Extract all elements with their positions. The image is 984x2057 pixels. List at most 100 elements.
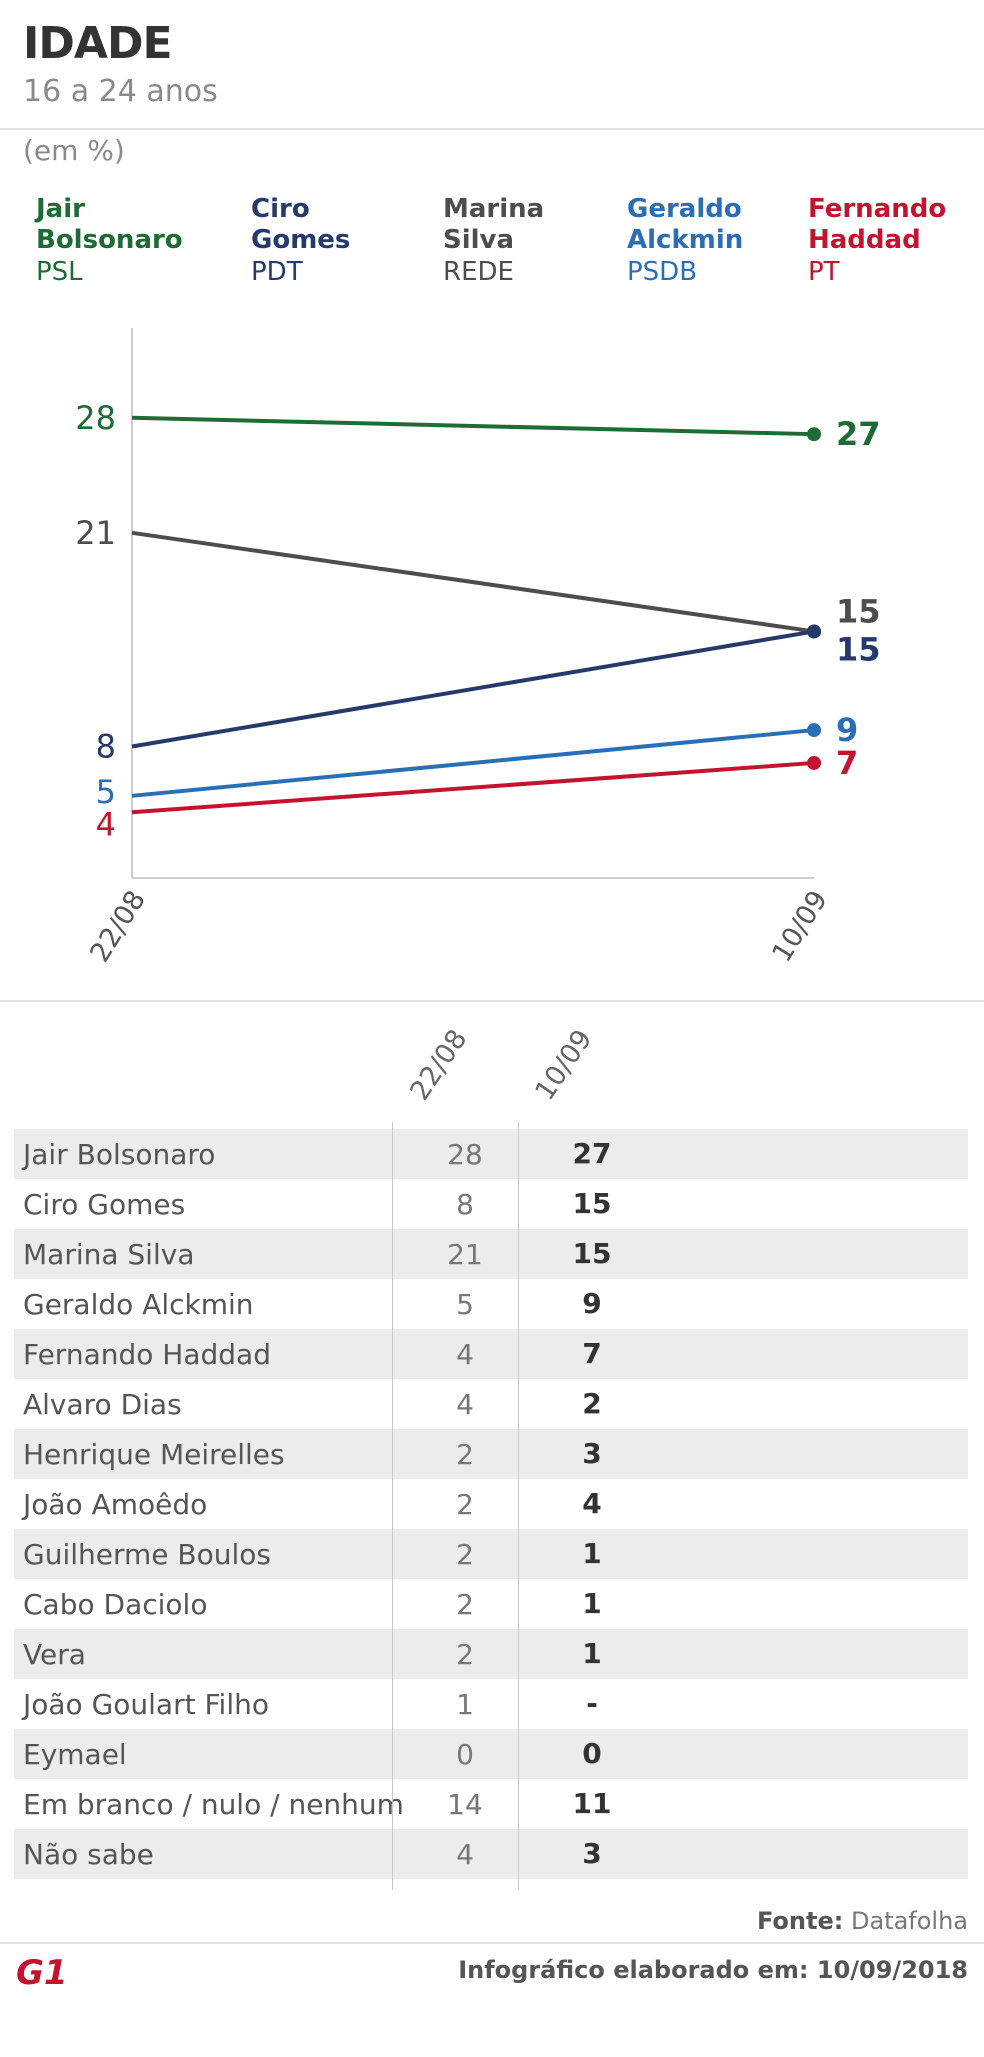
table-header-date-1: 22/08 (404, 1024, 474, 1106)
data-point (807, 723, 821, 738)
unit-label: (em %) (23, 134, 125, 167)
table-row: João Amoêdo 2 4 (14, 1479, 968, 1529)
legend-item: Marina Silva REDE (443, 194, 633, 288)
value-2208-cell: 14 (447, 1788, 483, 1821)
end-value-label: 15 (836, 592, 881, 630)
table-row: Eymael 0 0 (14, 1729, 968, 1779)
value-1009-cell: 1 (582, 1587, 602, 1620)
start-value-label: 4 (96, 805, 116, 843)
end-value-label: 27 (836, 415, 881, 453)
candidate-name-cell: Em branco / nulo / nenhum (23, 1788, 404, 1821)
table-row: Fernando Haddad 4 7 (14, 1329, 968, 1379)
value-2208-cell: 2 (456, 1538, 474, 1571)
value-1009-cell: - (586, 1687, 598, 1720)
legend-item: Jair Bolsonaro PSL (36, 194, 226, 288)
table-row: Vera 2 1 (14, 1629, 968, 1679)
candidate-name-cell: Ciro Gomes (23, 1188, 186, 1221)
candidate-name-cell: Guilherme Boulos (23, 1538, 271, 1571)
value-2208-cell: 0 (456, 1738, 474, 1771)
data-point (807, 755, 821, 770)
legend-item: Geraldo Alckmin PSDB (627, 194, 817, 288)
value-2208-cell: 2 (456, 1488, 474, 1521)
value-1009-cell: 1 (582, 1537, 602, 1570)
end-value-label: 7 (836, 744, 858, 782)
candidate-name-cell: Não sabe (23, 1838, 154, 1871)
value-2208-cell: 2 (456, 1588, 474, 1621)
table-row: Em branco / nulo / nenhum 14 11 (14, 1779, 968, 1829)
source-note: Fonte: Datafolha (757, 1907, 968, 1935)
start-value-label: 28 (75, 399, 116, 437)
value-1009-cell: 1 (582, 1637, 602, 1670)
value-1009-cell: 7 (582, 1337, 602, 1370)
candidate-name-cell: Alvaro Dias (23, 1388, 182, 1421)
table-row: Geraldo Alckmin 5 9 (14, 1279, 968, 1329)
page-title: IDADE (23, 18, 173, 69)
divider (0, 128, 984, 130)
data-point (807, 427, 821, 442)
value-2208-cell: 28 (447, 1138, 483, 1171)
series-line (131, 530, 815, 634)
line-chart: 28 27 21 15 8 15 5 9 4 7 22/08 10/09 (75, 328, 881, 968)
value-2208-cell: 5 (456, 1288, 474, 1321)
value-2208-cell: 4 (456, 1838, 474, 1871)
table-row: Ciro Gomes 8 15 (14, 1179, 968, 1229)
end-value-label: 15 (836, 630, 881, 668)
legend-candidate-name: Geraldo Alckmin (627, 194, 744, 255)
table-row: Guilherme Boulos 2 1 (14, 1529, 968, 1579)
legend-candidate-name: Ciro Gomes (251, 194, 351, 255)
value-2208-cell: 2 (456, 1638, 474, 1671)
x-tick-label: 10/09 (766, 885, 834, 967)
legend-party: PT (808, 257, 840, 287)
end-value-label: 9 (836, 711, 858, 749)
candidate-name-cell: Fernando Haddad (23, 1338, 271, 1371)
legend-candidate-name: Jair Bolsonaro (36, 194, 183, 255)
infographic-credit: Infográfico elaborado em: 10/09/2018 (458, 1956, 968, 1984)
value-1009-cell: 9 (582, 1287, 602, 1320)
legend-party: PDT (251, 257, 303, 287)
table-divider (518, 1122, 519, 1890)
table-row: Cabo Daciolo 2 1 (14, 1579, 968, 1629)
table-row: Alvaro Dias 4 2 (14, 1379, 968, 1429)
legend-item: Fernando Haddad PT (808, 194, 984, 288)
legend-candidate-name: Marina Silva (443, 194, 545, 255)
divider (0, 1942, 984, 1944)
svg-text:G1: G1 (16, 1953, 68, 1990)
series-line (131, 629, 815, 749)
legend-party: PSL (36, 257, 83, 287)
table-row: Marina Silva 21 15 (14, 1229, 968, 1279)
candidate-name-cell: Marina Silva (23, 1238, 195, 1271)
value-1009-cell: 2 (582, 1387, 602, 1420)
value-2208-cell: 2 (456, 1438, 474, 1471)
candidate-name-cell: Cabo Daciolo (23, 1588, 208, 1621)
value-1009-cell: 0 (582, 1737, 602, 1770)
candidate-name-cell: Henrique Meirelles (23, 1438, 285, 1471)
value-2208-cell: 1 (456, 1688, 474, 1721)
page-subtitle: 16 a 24 anos (23, 74, 218, 109)
legend-party: REDE (443, 257, 514, 287)
value-1009-cell: 4 (582, 1487, 602, 1520)
value-1009-cell: 27 (572, 1137, 612, 1170)
start-value-label: 5 (96, 773, 116, 811)
value-2208-cell: 8 (456, 1188, 474, 1221)
candidate-name-cell: Eymael (23, 1738, 127, 1771)
legend-item: Ciro Gomes PDT (251, 194, 441, 288)
x-tick-label: 22/08 (84, 885, 152, 967)
data-point (807, 624, 821, 639)
value-2208-cell: 21 (447, 1238, 483, 1271)
results-table: Jair Bolsonaro 28 27 Ciro Gomes 8 15 Marina Si… (14, 1129, 968, 1879)
divider (0, 1000, 984, 1002)
series-line (131, 415, 815, 437)
table-row: Henrique Meirelles 2 3 (14, 1429, 968, 1479)
g1-logo: G1 (16, 1953, 68, 1990)
table-row: Não sabe 4 3 (14, 1829, 968, 1879)
candidate-name-cell: Vera (23, 1638, 86, 1671)
value-1009-cell: 11 (572, 1787, 612, 1820)
value-1009-cell: 15 (572, 1237, 612, 1270)
value-2208-cell: 4 (456, 1338, 474, 1371)
candidate-name-cell: Jair Bolsonaro (23, 1138, 216, 1171)
table-header-date-2: 10/09 (529, 1024, 599, 1106)
series-line (131, 760, 815, 815)
candidate-name-cell: João Amoêdo (23, 1488, 208, 1521)
candidate-name-cell: Geraldo Alckmin (23, 1288, 254, 1321)
start-value-label: 8 (96, 728, 116, 766)
